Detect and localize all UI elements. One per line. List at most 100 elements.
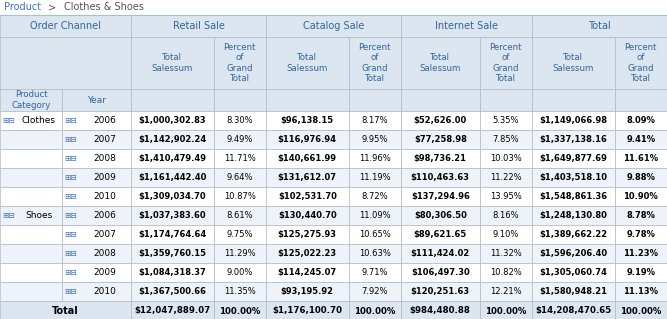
Text: >: >	[48, 3, 56, 12]
Text: Year: Year	[87, 95, 106, 105]
Bar	[614, 225, 667, 244]
Bar	[131, 187, 213, 206]
Text: ⊞⊟: ⊞⊟	[65, 211, 77, 220]
Bar	[532, 282, 614, 301]
Bar	[266, 15, 401, 37]
Bar	[614, 206, 667, 225]
Text: 12.21%: 12.21%	[490, 287, 522, 296]
Bar	[480, 263, 532, 282]
Bar	[532, 111, 614, 130]
Text: Order Channel: Order Channel	[30, 21, 101, 31]
Bar	[401, 282, 480, 301]
Bar	[0, 187, 63, 206]
Text: $1,161,442.40: $1,161,442.40	[138, 173, 207, 182]
Text: 7.92%: 7.92%	[362, 287, 388, 296]
Text: $52,626.00: $52,626.00	[414, 116, 467, 125]
Text: $89,621.65: $89,621.65	[414, 230, 467, 239]
Text: $1,649,877.69: $1,649,877.69	[540, 154, 607, 163]
Bar	[532, 301, 614, 319]
Bar	[349, 263, 401, 282]
Text: 9.95%: 9.95%	[362, 135, 388, 144]
Bar	[131, 225, 213, 244]
Bar	[401, 130, 480, 149]
Bar	[480, 149, 532, 168]
Bar	[401, 187, 480, 206]
Text: 8.09%: 8.09%	[626, 116, 655, 125]
Text: 9.78%: 9.78%	[626, 230, 655, 239]
Text: $111,424.02: $111,424.02	[411, 249, 470, 258]
Text: Percent
of
Grand
Total: Percent of Grand Total	[624, 43, 657, 83]
Bar	[349, 89, 401, 111]
Bar	[532, 37, 614, 89]
Text: $125,275.93: $125,275.93	[277, 230, 337, 239]
Bar	[614, 111, 667, 130]
Text: 2006: 2006	[93, 116, 116, 125]
Bar	[0, 206, 63, 225]
Bar	[480, 187, 532, 206]
Text: Total
Salessum: Total Salessum	[553, 53, 594, 73]
Bar	[266, 225, 349, 244]
Bar	[0, 111, 63, 130]
Text: $1,410,479.49: $1,410,479.49	[138, 154, 206, 163]
Text: $1,580,948.21: $1,580,948.21	[540, 287, 607, 296]
Bar	[0, 37, 131, 89]
Bar	[349, 168, 401, 187]
Text: $1,337,138.16: $1,337,138.16	[540, 135, 607, 144]
Text: Shoes: Shoes	[25, 211, 52, 220]
Bar	[401, 111, 480, 130]
Text: Total: Total	[52, 306, 79, 316]
Text: Total
Salessum: Total Salessum	[420, 53, 461, 73]
Text: $1,389,662.22: $1,389,662.22	[539, 230, 608, 239]
Text: 2009: 2009	[93, 268, 116, 277]
Bar	[0, 168, 63, 187]
Text: 11.96%: 11.96%	[359, 154, 391, 163]
Bar	[266, 168, 349, 187]
Text: 9.49%: 9.49%	[227, 135, 253, 144]
Text: 8.78%: 8.78%	[626, 211, 655, 220]
Bar	[401, 263, 480, 282]
Bar	[266, 89, 349, 111]
Bar	[401, 149, 480, 168]
Bar	[0, 15, 131, 37]
Bar	[213, 111, 266, 130]
Text: Total: Total	[588, 21, 611, 31]
Text: Clothes & Shoes: Clothes & Shoes	[64, 3, 144, 12]
Bar	[213, 89, 266, 111]
Bar	[532, 89, 614, 111]
Bar	[131, 15, 266, 37]
Bar	[614, 187, 667, 206]
Bar	[614, 168, 667, 187]
Bar	[532, 130, 614, 149]
Bar	[401, 37, 480, 89]
Bar	[614, 282, 667, 301]
Bar	[63, 206, 131, 225]
Text: Percent
of
Grand
Total: Percent of Grand Total	[359, 43, 391, 83]
Bar	[532, 168, 614, 187]
Text: 100.00%: 100.00%	[354, 307, 396, 315]
Text: 9.19%: 9.19%	[626, 268, 655, 277]
Bar	[131, 37, 213, 89]
Bar	[266, 282, 349, 301]
Text: $93,195.92: $93,195.92	[281, 287, 334, 296]
Text: 5.35%: 5.35%	[492, 116, 519, 125]
Text: $1,403,518.10: $1,403,518.10	[540, 173, 607, 182]
Bar	[480, 206, 532, 225]
Bar	[131, 111, 213, 130]
Text: $1,084,318.37: $1,084,318.37	[139, 268, 206, 277]
Bar	[0, 149, 63, 168]
Text: $1,548,861.36: $1,548,861.36	[539, 192, 608, 201]
Bar	[401, 244, 480, 263]
Bar	[532, 149, 614, 168]
Text: $130,440.70: $130,440.70	[278, 211, 337, 220]
Bar	[266, 244, 349, 263]
Bar	[532, 263, 614, 282]
Text: 2007: 2007	[93, 135, 116, 144]
Bar	[349, 130, 401, 149]
Text: $1,305,060.74: $1,305,060.74	[540, 268, 607, 277]
Bar	[480, 244, 532, 263]
Text: 11.61%: 11.61%	[623, 154, 658, 163]
Text: 9.71%: 9.71%	[362, 268, 388, 277]
Text: 9.10%: 9.10%	[493, 230, 519, 239]
Bar	[401, 89, 480, 111]
Text: $1,309,034.70: $1,309,034.70	[139, 192, 206, 201]
